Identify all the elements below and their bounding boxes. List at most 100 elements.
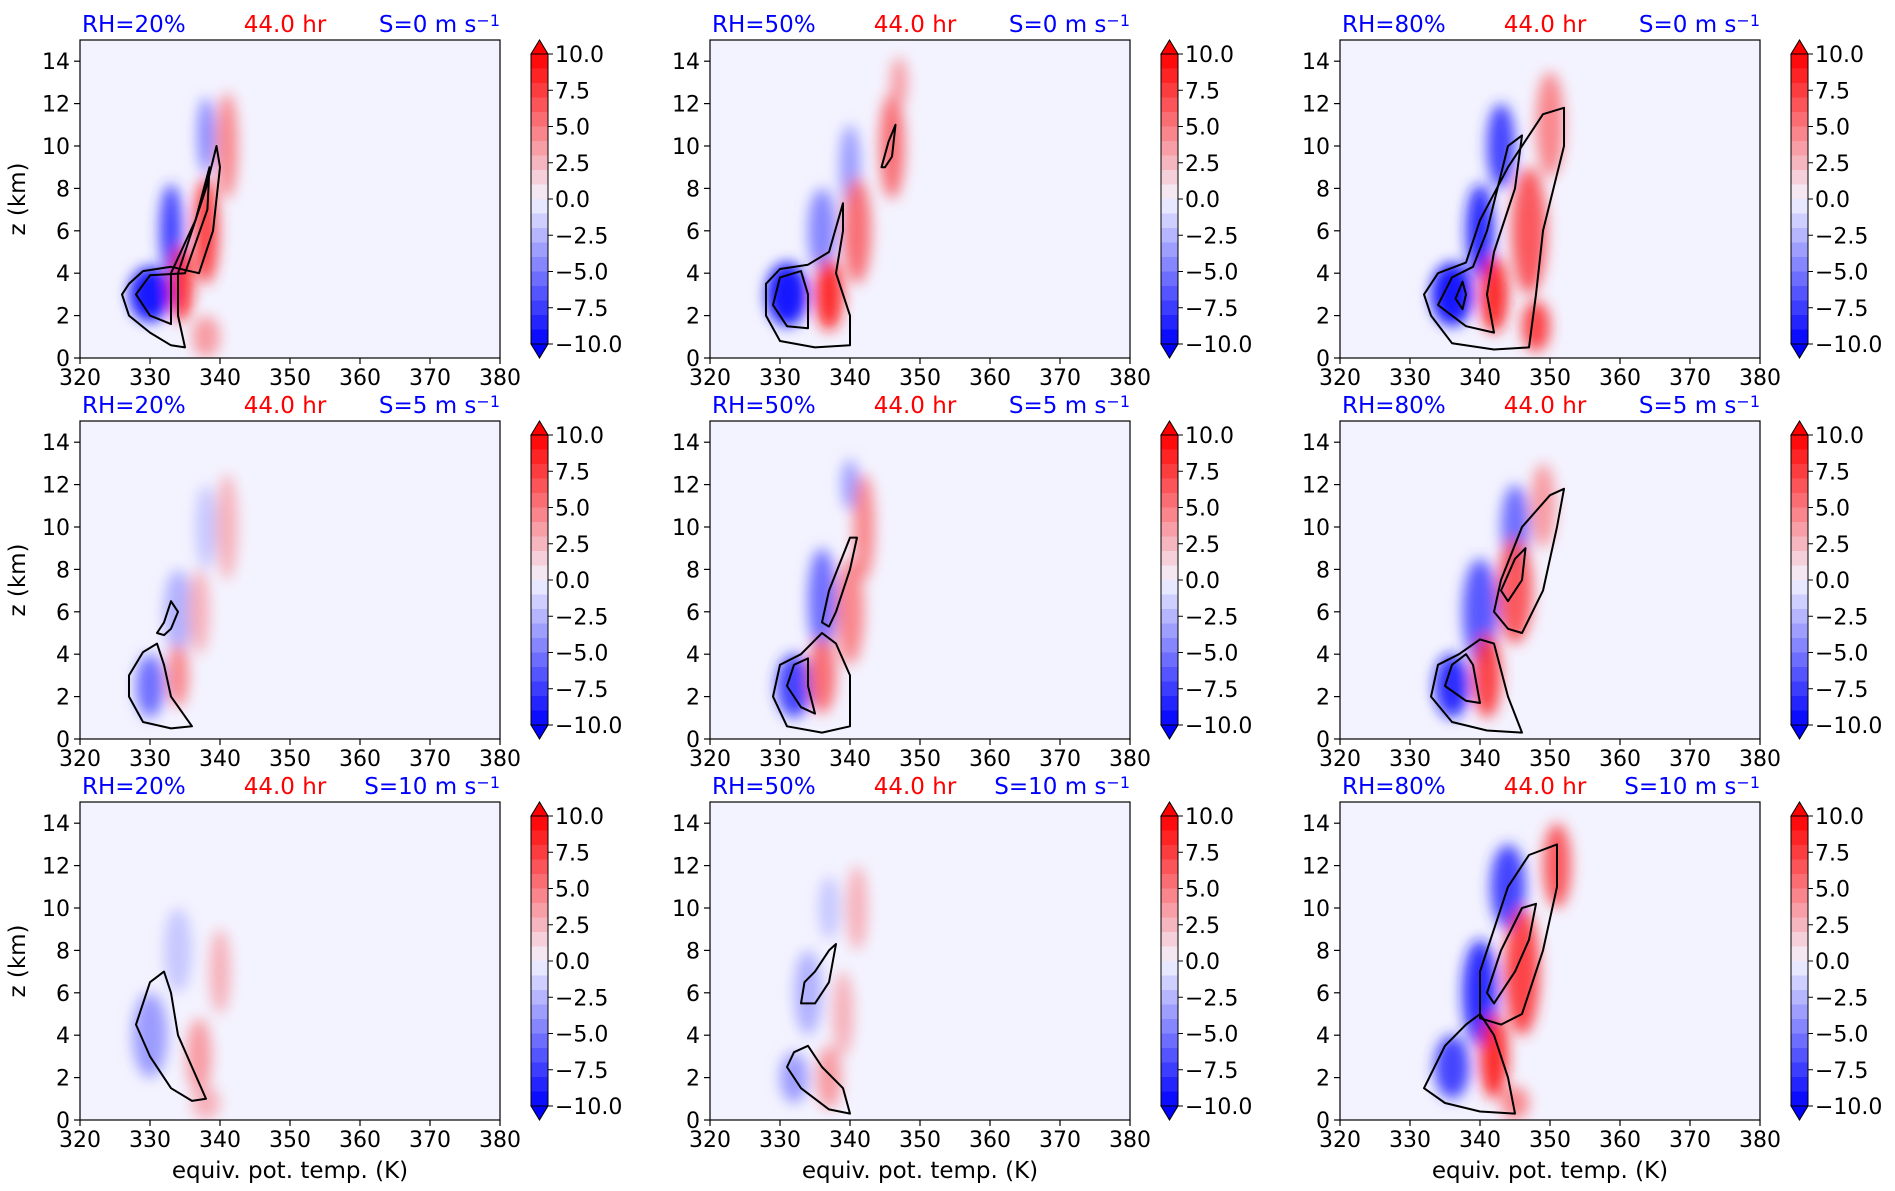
colorbar-tick-label: 2.5 (1815, 533, 1850, 558)
anomaly-blob (1480, 1014, 1508, 1099)
x-tick-label: 340 (1459, 747, 1501, 772)
colorbar-segment (1161, 112, 1178, 127)
anomaly-blob (1434, 1035, 1470, 1099)
colorbar-extend-max (530, 39, 549, 55)
colorbar-tick-label: 2.5 (1185, 152, 1220, 177)
colorbar-tick-label: −7.5 (1185, 297, 1238, 322)
colorbar: −10.0 −7.5 −5.0 −2.5 0.0 2.5 5.0 7.5 10.0 (1790, 39, 1882, 359)
colorbar-segment (1791, 845, 1808, 860)
shear-label: S=5 m s−1 (1639, 392, 1760, 419)
x-axis-label: equiv. pot. temp. (K) (802, 1158, 1038, 1184)
contour-line (880, 123, 897, 169)
x-tick-label: 330 (129, 747, 171, 772)
colorbar-tick-label: 0.0 (1815, 188, 1850, 213)
shear-label: S=0 m s−1 (379, 11, 500, 38)
colorbar-segment (1791, 112, 1808, 127)
panel-7: 320 330 340 350 360 370 380 0 2 4 6 8 10 12 14 RH=20% 44… (5, 773, 622, 1184)
time-label: 44.0 hr (874, 12, 957, 38)
y-tick-label: 2 (686, 1067, 700, 1092)
rh-label: RH=50% (712, 774, 816, 800)
colorbar-tick-label: −5.0 (1185, 642, 1238, 667)
contour-line (1423, 106, 1565, 351)
y-tick-label: 2 (1316, 305, 1330, 330)
colorbar-tick-label: 7.5 (555, 460, 590, 485)
colorbar-segment (1161, 932, 1178, 947)
y-tick-label: 10 (42, 897, 70, 922)
shear-label: S=10 m s−1 (364, 773, 500, 800)
contour-line (128, 642, 193, 730)
y-tick-label: 14 (672, 50, 700, 75)
time-label: 44.0 hr (244, 393, 327, 419)
colorbar-segment (1161, 493, 1178, 508)
y-tick-label: 2 (686, 305, 700, 330)
y-tick-label: 0 (686, 728, 700, 753)
colorbar-tick-label: −2.5 (1185, 224, 1238, 249)
colorbar: −10.0 −7.5 −5.0 −2.5 0.0 2.5 5.0 7.5 10.0 (530, 39, 622, 359)
x-tick-label: 320 (1319, 747, 1361, 772)
anomaly-blob (164, 908, 192, 993)
colorbar-tick-label: 10.0 (555, 43, 604, 68)
colorbar-tick-label: −2.5 (555, 605, 608, 630)
colorbar-segment (1161, 667, 1178, 682)
shear-label: S=10 m s−1 (994, 773, 1130, 800)
colorbar-segment (1161, 917, 1178, 933)
y-tick-label: 14 (42, 812, 70, 837)
colorbar-segment (1161, 141, 1178, 156)
colorbar-segment (531, 551, 548, 566)
y-tick-label: 2 (56, 305, 70, 330)
colorbar-tick-label: −10.0 (1815, 333, 1882, 358)
shear-label: S=0 m s−1 (1009, 11, 1130, 38)
colorbar-segment (1791, 917, 1808, 933)
y-tick-label: 10 (42, 516, 70, 541)
colorbar-segment (1791, 155, 1808, 171)
y-tick-label: 0 (686, 1109, 700, 1134)
colorbar-segment (1791, 990, 1808, 1005)
anomaly-blob (1536, 71, 1564, 178)
anomaly-blob (216, 93, 238, 199)
colorbar-segment (531, 565, 548, 581)
x-tick-label: 360 (1599, 747, 1641, 772)
colorbar-tick-label: −7.5 (1815, 1059, 1868, 1084)
y-tick-label: 10 (672, 516, 700, 541)
colorbar-tick-label: 2.5 (555, 152, 590, 177)
colorbar-tick-label: 5.0 (555, 497, 590, 522)
anomaly-blob (129, 266, 171, 322)
colorbar-segment (531, 257, 548, 272)
x-tick-label: 340 (829, 1128, 871, 1153)
x-tick-label: 370 (409, 1128, 451, 1153)
colorbar-extend-min (1160, 1105, 1179, 1121)
colorbar-tick-label: 10.0 (1815, 424, 1864, 449)
colorbar-segment (1161, 536, 1178, 552)
time-label: 44.0 hr (874, 774, 957, 800)
anomaly-blob (170, 245, 193, 322)
anomaly-blob (188, 569, 210, 655)
colorbar-segment (531, 435, 548, 450)
rh-label: RH=50% (712, 393, 816, 419)
y-tick-label: 4 (1316, 643, 1330, 668)
colorbar-segment (1161, 83, 1178, 98)
colorbar-tick-label: 10.0 (1185, 43, 1234, 68)
contour-line (1423, 1013, 1516, 1115)
colorbar-tick-label: 10.0 (555, 805, 604, 830)
contour-line (786, 657, 816, 715)
x-tick-label: 340 (1459, 366, 1501, 391)
x-tick-label: 380 (479, 747, 521, 772)
colorbar-segment (1161, 609, 1178, 624)
colorbar-segment (531, 536, 548, 552)
x-tick-label: 330 (759, 747, 801, 772)
anomaly-field (780, 865, 868, 1115)
y-tick-label: 0 (56, 347, 70, 372)
anomaly-field (1423, 823, 1571, 1120)
colorbar-segment (1791, 1004, 1808, 1020)
colorbar-segment (531, 710, 548, 726)
anomaly-blob (815, 258, 843, 331)
contour-line (1479, 843, 1558, 1026)
colorbar-tick-label: −7.5 (555, 678, 608, 703)
contour-line (1437, 134, 1523, 334)
colorbar-segment (1161, 329, 1178, 345)
colorbar-segment (1791, 507, 1808, 523)
colorbar-tick-label: −5.0 (555, 261, 608, 286)
colorbar-segment (1791, 1062, 1808, 1078)
contour-line (786, 1044, 851, 1115)
